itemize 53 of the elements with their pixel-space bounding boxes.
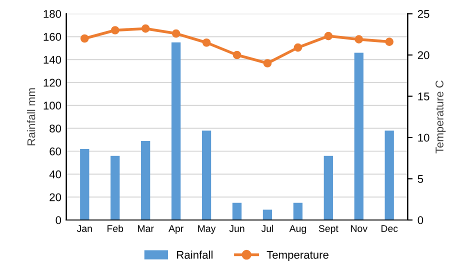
- bar: [293, 202, 303, 220]
- y-tick-label: 160: [44, 32, 62, 41]
- bar: [202, 130, 212, 220]
- legend-label: Rainfall: [177, 250, 212, 259]
- y2-tick-label: 10: [418, 134, 430, 142]
- y-tick-label: 20: [50, 193, 62, 202]
- x-tick-label: Feb: [108, 224, 124, 232]
- y2-tick-label: 0: [418, 216, 424, 224]
- x-tick-label: Mar: [138, 225, 154, 232]
- y-tick-label: 80: [50, 124, 62, 132]
- bar: [354, 52, 364, 220]
- point: [110, 26, 120, 34]
- y2-tick-label: 25: [418, 10, 430, 18]
- point: [294, 43, 302, 52]
- y2-tick-label: 15: [418, 92, 430, 100]
- x-tick-label: Apr: [168, 225, 184, 234]
- bar: [324, 156, 333, 220]
- point: [354, 35, 364, 44]
- legend-label: Temperature: [266, 251, 328, 261]
- bar: [110, 156, 120, 220]
- y-tick-label: 0: [56, 216, 62, 224]
- point: [172, 29, 180, 38]
- point: [385, 38, 394, 46]
- y-tick-label: 140: [44, 56, 62, 64]
- point: [263, 59, 272, 68]
- y2-tick-label: 20: [418, 51, 430, 60]
- bar: [384, 130, 394, 220]
- y-axis-title: Rainfall mm: [27, 88, 36, 146]
- x-tick-label: Jul: [261, 224, 274, 232]
- x-tick-label: Dec: [382, 225, 398, 232]
- bar: [80, 148, 90, 220]
- bar: [262, 210, 272, 220]
- x-tick-label: Aug: [289, 225, 306, 234]
- y2-tick-label: 5: [418, 175, 424, 183]
- y-tick-label: 100: [44, 102, 62, 110]
- y-tick-label: 40: [49, 170, 62, 178]
- y2-axis-title: Temperature C: [436, 80, 446, 154]
- y-tick-label: 180: [44, 10, 62, 18]
- point: [141, 24, 150, 33]
- bar: [141, 140, 150, 220]
- point: [202, 38, 211, 47]
- x-tick-label: May: [198, 225, 216, 234]
- point: [324, 32, 333, 40]
- y-tick-label: 60: [50, 148, 62, 156]
- x-tick-label: Jan: [76, 225, 92, 232]
- y-tick-label: 120: [44, 78, 62, 87]
- bar: [232, 202, 242, 220]
- point: [232, 50, 242, 60]
- point: [80, 34, 89, 43]
- bar: [171, 42, 181, 220]
- x-tick-label: Nov: [351, 225, 368, 232]
- x-tick-label: Sept: [318, 225, 338, 234]
- x-tick-label: Jun: [229, 225, 244, 232]
